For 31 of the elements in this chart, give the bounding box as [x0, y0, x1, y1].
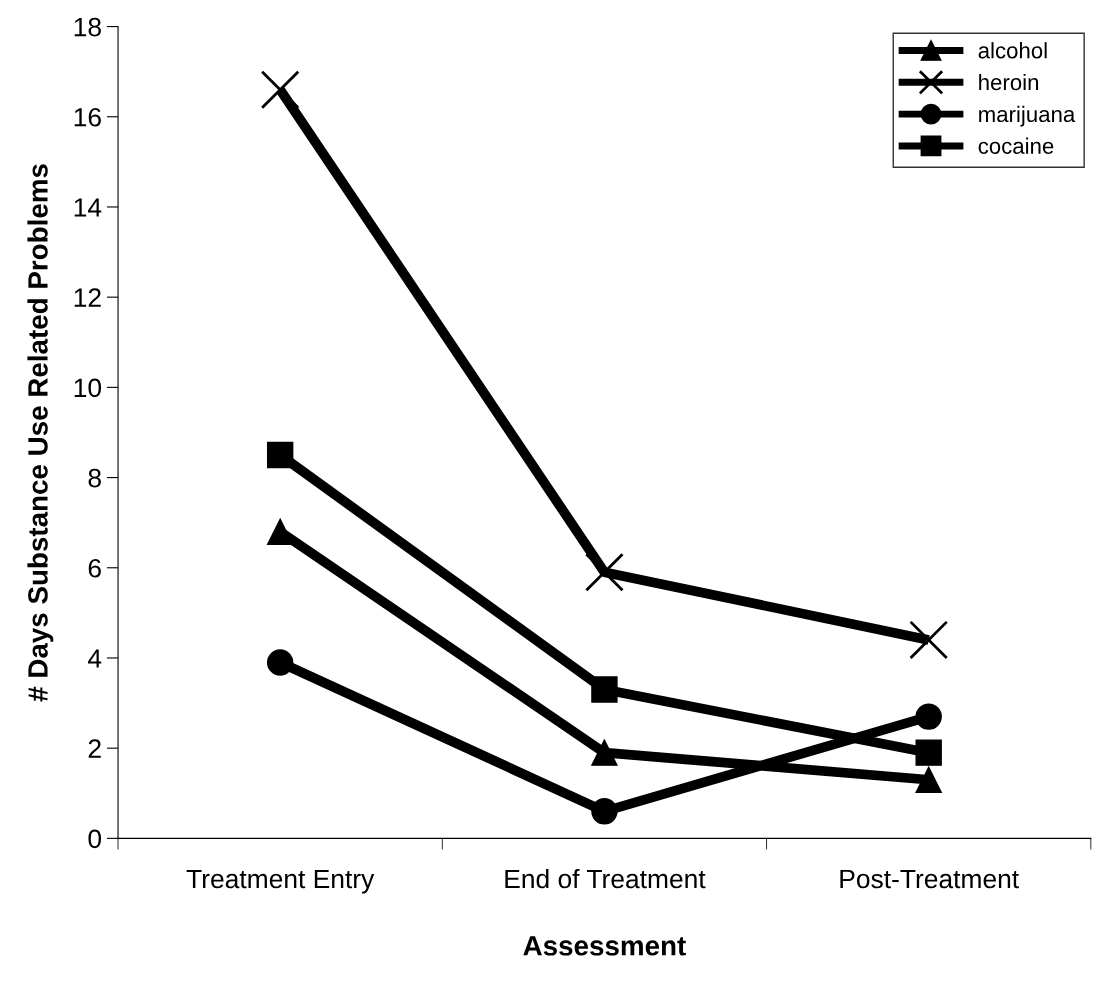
y-tick-label: 4	[88, 649, 102, 668]
y-tick-label: 0	[88, 829, 102, 849]
point	[584, 552, 624, 592]
y-tick-label: 12	[74, 288, 101, 307]
point	[266, 518, 294, 545]
legend-label: heroin	[979, 73, 1039, 91]
point	[260, 70, 300, 110]
point	[266, 649, 294, 676]
x-axis-title: Assessment	[523, 936, 686, 956]
point	[915, 766, 942, 793]
y-tick-label: 16	[74, 107, 101, 127]
y-tick-label: 10	[74, 378, 102, 398]
legend-label: marijuana	[979, 105, 1076, 127]
legend-label: alcohol	[978, 42, 1047, 59]
point	[915, 703, 942, 730]
y-tick-label: 14	[74, 198, 102, 217]
x-tick-label: Treatment Entry	[186, 869, 375, 894]
x-tick-label: Post-Treatment	[840, 869, 1019, 889]
y-tick-label: 2	[88, 739, 101, 758]
legend-label: cocaine	[978, 137, 1054, 154]
y-tick-label: 18	[74, 17, 101, 37]
y-tick-label: 6	[88, 558, 101, 578]
point	[266, 441, 294, 469]
x-tick-label: End of Treatment	[505, 868, 706, 889]
point	[909, 620, 949, 660]
point	[591, 798, 618, 825]
point	[915, 739, 942, 766]
point	[591, 739, 618, 766]
y-tick-label: 8	[88, 468, 101, 488]
y-axis-title: # Days Substance Use Related Problems	[27, 164, 54, 702]
point	[591, 676, 618, 703]
